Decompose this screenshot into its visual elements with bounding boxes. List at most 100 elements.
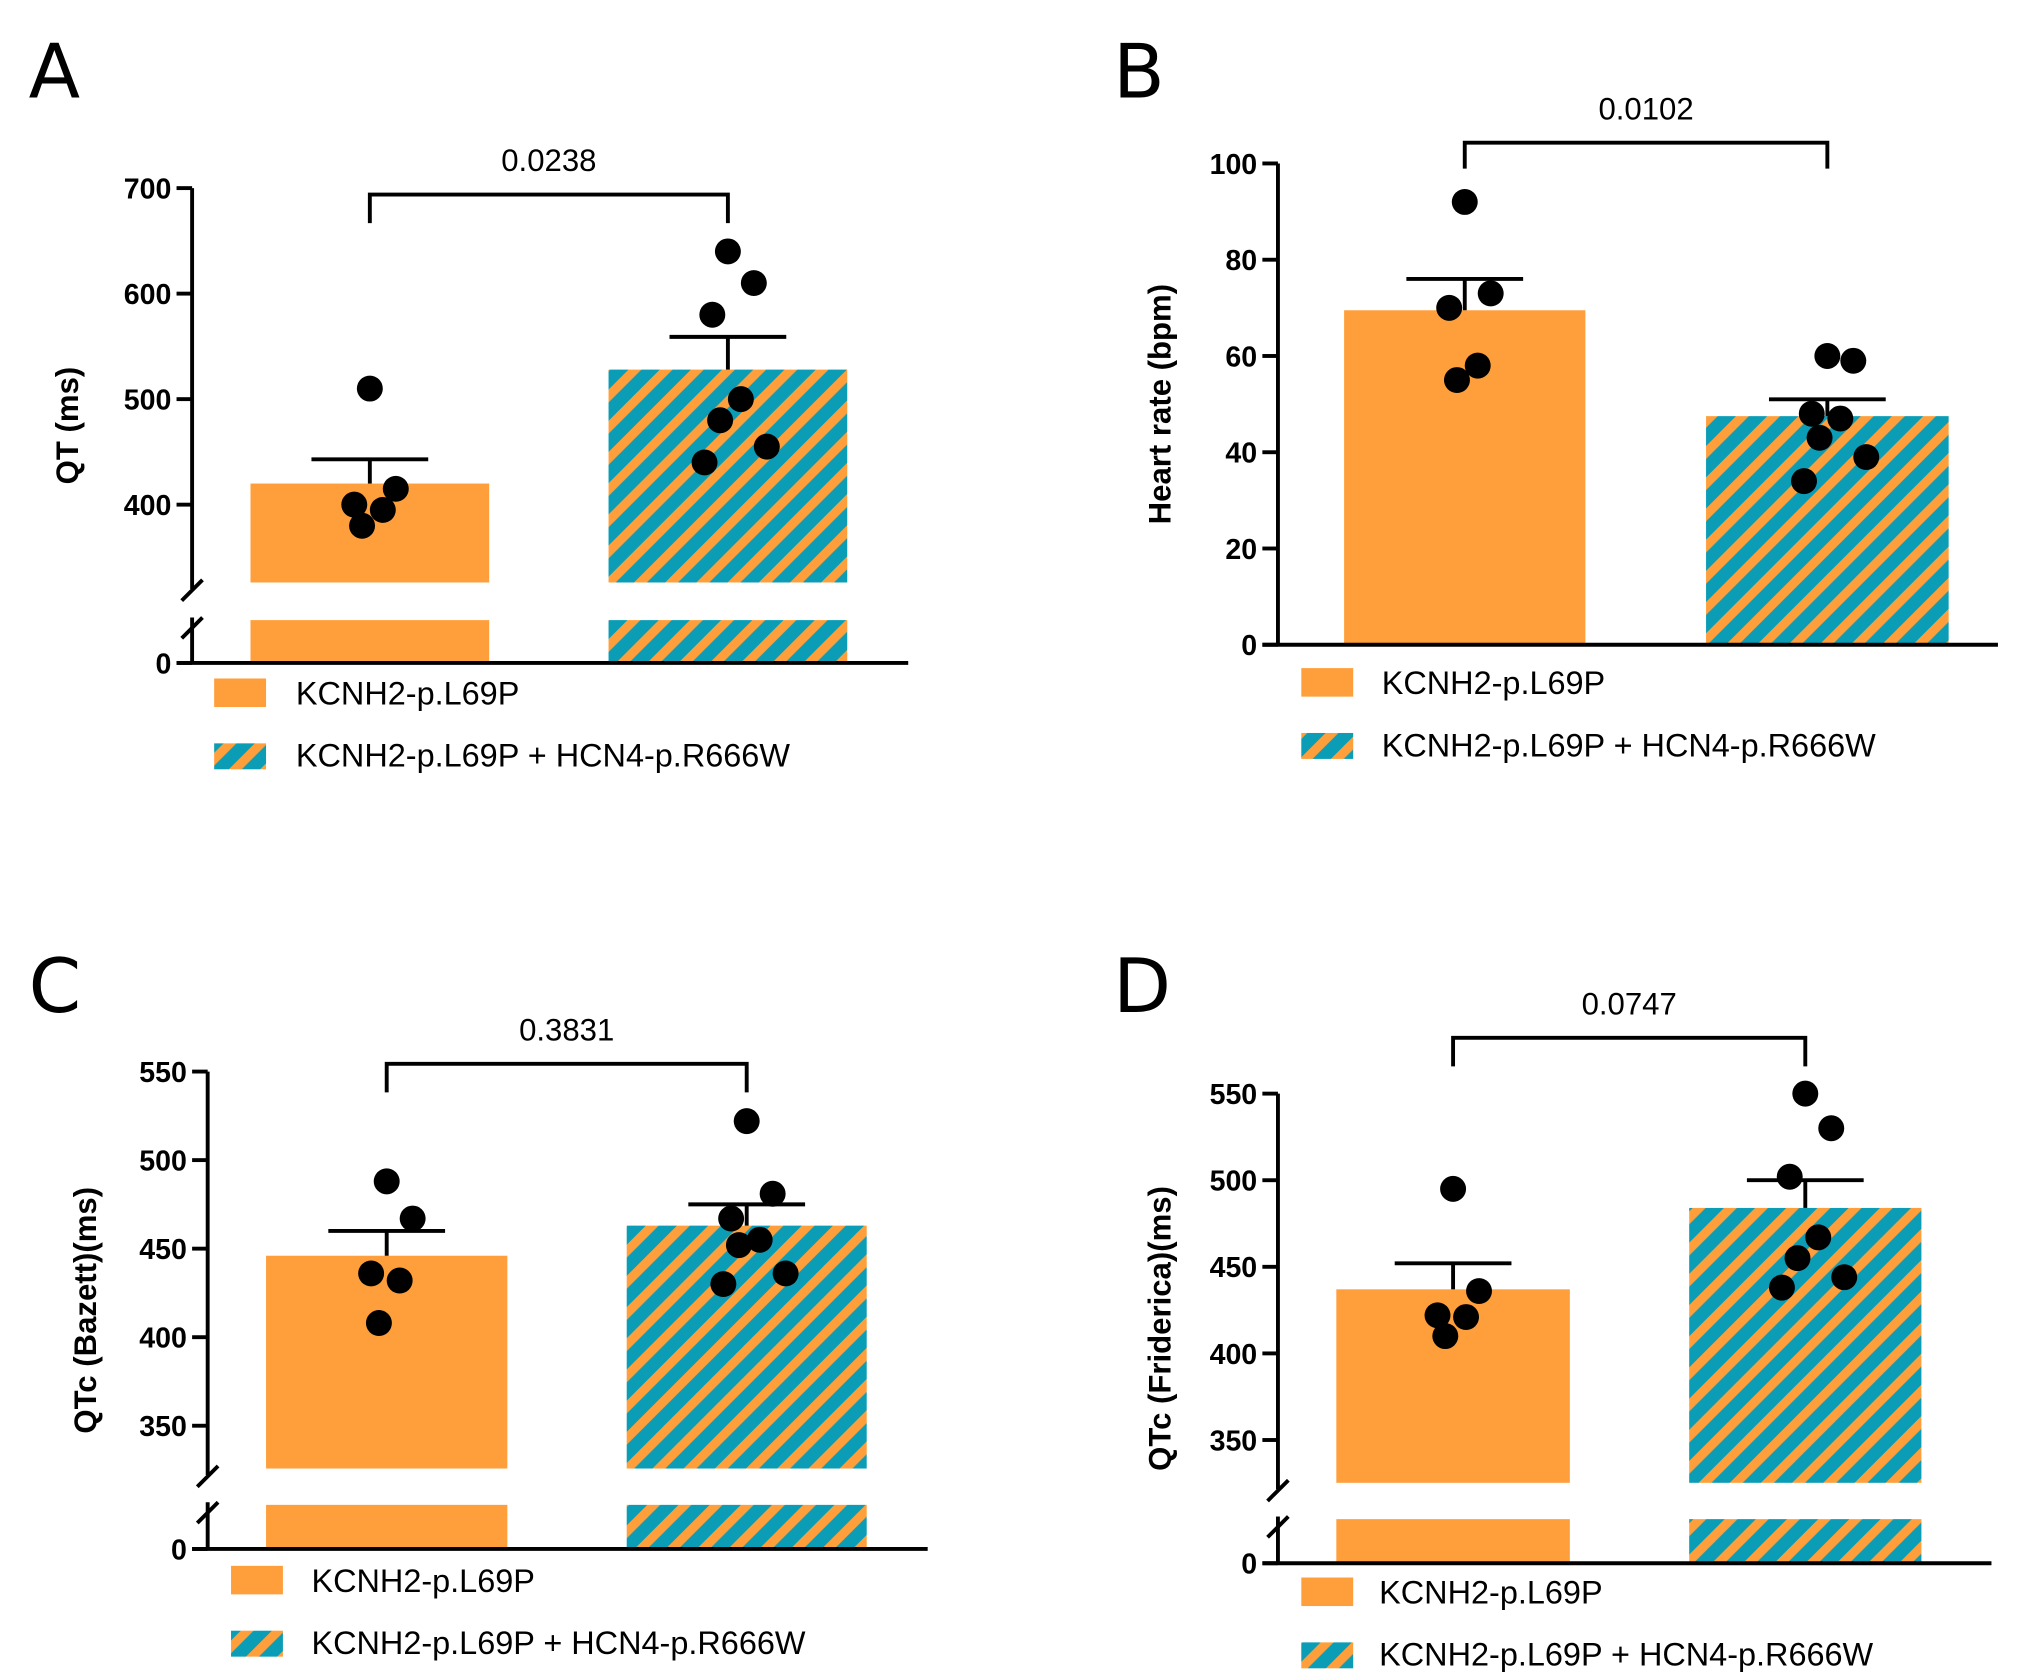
data-point (1840, 347, 1867, 374)
y-tick-label: 350 (139, 1411, 187, 1443)
data-point (386, 1267, 413, 1294)
y-tick-label: 400 (139, 1323, 187, 1355)
data-point (356, 375, 383, 402)
panel-letter: C (29, 942, 82, 1030)
y-tick-label: 450 (1210, 1252, 1258, 1284)
data-point (772, 1260, 799, 1287)
data-point (1805, 1224, 1832, 1251)
data-point (1466, 1278, 1492, 1305)
legend-label: KCNH2-p.L69P + HCN4-p.R666W (296, 738, 790, 774)
data-point (1791, 468, 1817, 495)
legend-label: KCNH2-p.L69P (1379, 1574, 1602, 1610)
y-tick-label: 500 (139, 1145, 187, 1177)
axis-break-mark (180, 578, 204, 603)
data-point (1451, 188, 1478, 215)
legend-swatch-striped (231, 1630, 283, 1657)
legend-swatch-striped (214, 743, 267, 770)
data-point (1432, 1323, 1459, 1350)
data-point (1806, 424, 1833, 451)
bar-lower-segment (1689, 1519, 1922, 1564)
data-point (1814, 343, 1841, 369)
axis-break-mark (1266, 1478, 1290, 1503)
p-value-label: 0.0747 (1582, 986, 1677, 1021)
bar-kcnh2 (1336, 1289, 1570, 1483)
data-point (718, 1205, 745, 1232)
legend-swatch-solid (1301, 1577, 1354, 1607)
legend-label: KCNH2-p.L69P + HCN4-p.R666W (1379, 1637, 1873, 1673)
y-tick-label: 400 (124, 490, 172, 522)
data-point (382, 475, 409, 502)
panel-C: C 0 350 400 450 500 550 QTc (Bazett)(ms) 0.3831 K… (29, 942, 928, 1661)
axis-break-mark (1266, 1515, 1290, 1539)
legend-swatch-striped (1301, 732, 1354, 759)
axis-break-mark (180, 616, 204, 640)
significance-bracket (367, 192, 730, 224)
data-point (1440, 1175, 1467, 1202)
bar-kcnh2 (1344, 310, 1586, 645)
data-point (740, 270, 767, 297)
data-point (746, 1226, 773, 1253)
data-point (358, 1260, 385, 1287)
data-point (399, 1205, 426, 1232)
y-tick-label: 20 (1225, 534, 1257, 566)
y-tick-label: 500 (124, 385, 172, 417)
y-axis-label: QTc (Friderica)(ms) (1142, 1186, 1177, 1471)
legend-swatch-striped (1301, 1642, 1354, 1669)
y-tick-label: 0 (155, 648, 171, 680)
y-tick-label: 700 (124, 173, 172, 205)
legend-label: KCNH2-p.L69P (311, 1563, 534, 1599)
data-point (1831, 1264, 1858, 1291)
bar-lower-segment (250, 620, 490, 663)
p-value-label: 0.0102 (1598, 91, 1693, 126)
legend-label: KCNH2-p.L69P (296, 675, 519, 711)
y-tick-label: 40 (1225, 438, 1257, 470)
panel-D: D 0 350 400 450 500 550 QTc (Friderica)(ms) 0.07… (1113, 942, 1992, 1673)
data-point (1453, 1304, 1480, 1331)
bar-kcnh2-hcn4 (1706, 416, 1949, 645)
data-point (691, 449, 718, 476)
y-tick-label: 400 (1210, 1339, 1258, 1371)
bar-lower-segment (1336, 1519, 1570, 1564)
significance-bracket (1462, 140, 1830, 169)
legend-swatch-solid (214, 678, 267, 708)
significance-bracket (384, 1061, 749, 1093)
data-point (759, 1180, 786, 1207)
significance-bracket (1451, 1035, 1808, 1067)
data-point (699, 301, 726, 328)
y-tick-label: 100 (1210, 149, 1258, 181)
y-tick-label: 0 (1241, 1549, 1257, 1581)
bar-lower-segment (266, 1504, 508, 1549)
data-point (1477, 280, 1504, 307)
data-point (1768, 1274, 1795, 1301)
y-tick-label: 60 (1225, 341, 1257, 373)
legend-label: KCNH2-p.L69P + HCN4-p.R666W (311, 1625, 805, 1661)
data-point (727, 386, 754, 413)
y-tick-label: 450 (139, 1234, 187, 1266)
data-point (707, 407, 734, 434)
y-tick-label: 600 (124, 279, 172, 311)
data-point (1827, 405, 1854, 432)
bar-lower-segment (608, 620, 848, 663)
p-value-label: 0.0238 (501, 143, 596, 178)
data-point (373, 1168, 400, 1195)
legend-label: KCNH2-p.L69P (1382, 665, 1605, 701)
data-point (1853, 444, 1880, 471)
data-point (1784, 1245, 1811, 1272)
axis-break-mark (195, 1500, 220, 1525)
data-point (725, 1232, 752, 1259)
data-point (365, 1310, 392, 1336)
panel-letter: B (1113, 27, 1165, 115)
y-tick-label: 0 (1241, 630, 1257, 662)
data-point (753, 433, 780, 460)
data-point (1776, 1163, 1803, 1190)
bar-kcnh2-hcn4 (608, 369, 848, 583)
data-point (1436, 294, 1463, 321)
data-point (733, 1108, 760, 1135)
data-point (1792, 1080, 1819, 1107)
y-tick-label: 550 (139, 1057, 187, 1089)
axis-break-mark (195, 1464, 220, 1489)
data-point (1818, 1115, 1845, 1142)
p-value-label: 0.3831 (519, 1012, 614, 1047)
legend-label: KCNH2-p.L69P + HCN4-p.R666W (1382, 727, 1876, 763)
